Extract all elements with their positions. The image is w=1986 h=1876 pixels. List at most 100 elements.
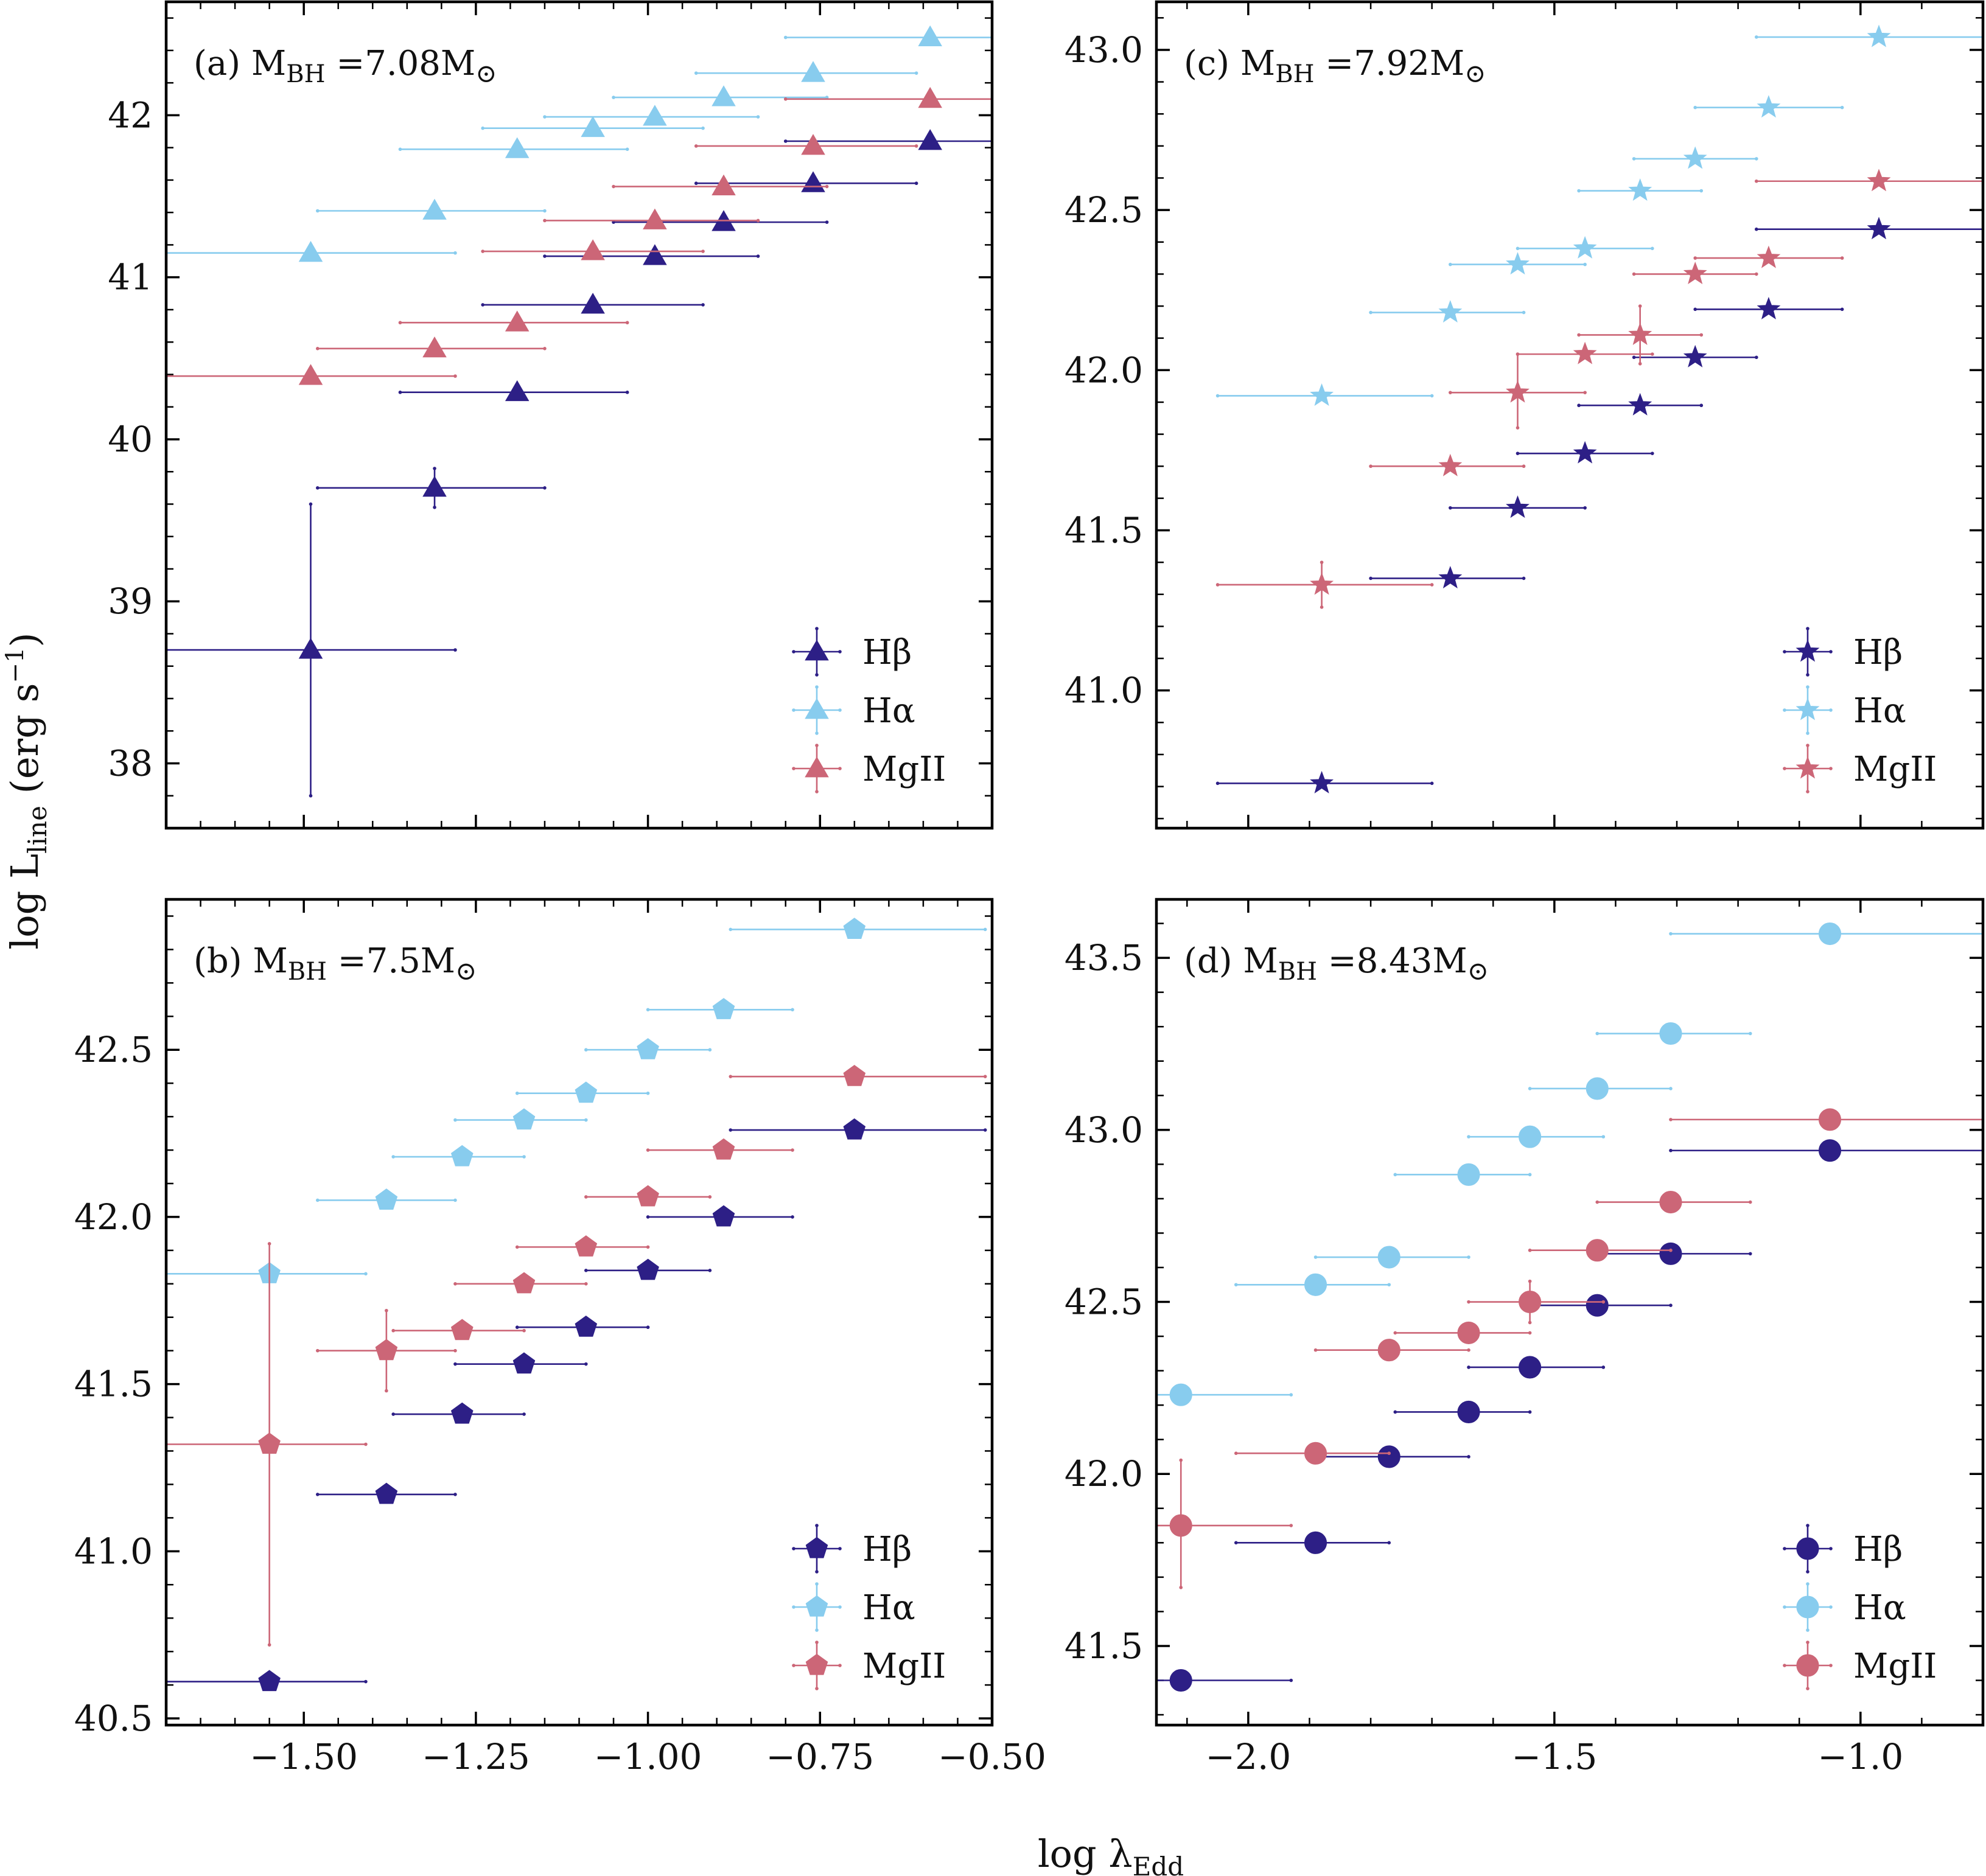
error-cap <box>1522 576 1526 581</box>
error-cap <box>1699 403 1704 408</box>
error-cap <box>1516 246 1520 251</box>
axes-frame <box>1155 898 1985 1727</box>
data-point <box>1377 1339 1400 1362</box>
legend-entry: Hα <box>1783 1582 1906 1632</box>
error-cap <box>1806 731 1809 735</box>
axes-frame <box>164 898 994 1727</box>
error-cap <box>1528 1320 1532 1325</box>
error-cap <box>815 673 819 677</box>
error-cap <box>1387 1541 1391 1545</box>
error-cap <box>914 71 918 75</box>
legend-marker <box>1796 1595 1819 1619</box>
error-cap <box>1755 35 1758 39</box>
error-cap <box>584 1118 588 1122</box>
error-cap <box>433 467 436 470</box>
plot-area <box>166 25 992 798</box>
data-point <box>1628 322 1652 345</box>
error-cap <box>584 1048 588 1052</box>
data-point <box>1438 565 1463 588</box>
error-cap <box>708 1269 712 1272</box>
legend-label: MgII <box>862 1647 946 1686</box>
series-MgII <box>166 86 992 385</box>
data-point <box>1304 1442 1327 1465</box>
data-point <box>712 85 736 106</box>
error-cap <box>364 1272 368 1276</box>
error-cap <box>1693 307 1698 312</box>
error-cap <box>1840 105 1844 110</box>
error-cap <box>1595 1031 1600 1036</box>
error-cap <box>1528 1279 1532 1283</box>
legend-marker <box>805 698 829 719</box>
error-cap <box>515 1325 519 1330</box>
legend-label: Hβ <box>1853 633 1903 672</box>
legend-label: Hα <box>862 691 915 731</box>
data-point <box>637 1037 659 1059</box>
error-cap <box>1369 464 1372 469</box>
error-cap <box>815 685 819 689</box>
error-cap <box>1806 1570 1809 1574</box>
error-cap <box>815 1628 819 1632</box>
error-cap <box>1583 506 1587 510</box>
error-cap <box>701 303 705 307</box>
data-point <box>1628 178 1652 201</box>
error-cap <box>391 1412 395 1416</box>
legend-marker <box>1796 1654 1819 1677</box>
panel-title: (c) MBH =7.92M⊙ <box>1184 44 1486 88</box>
data-point <box>575 1235 598 1257</box>
legend-label: MgII <box>1853 750 1937 789</box>
error-cap <box>792 767 795 770</box>
data-point <box>1659 1242 1682 1265</box>
error-cap <box>1577 333 1581 337</box>
error-cap <box>694 181 698 186</box>
x-tick-label: −1.50 <box>250 1736 358 1777</box>
data-point <box>1573 235 1597 259</box>
error-cap <box>838 767 842 770</box>
error-cap <box>543 209 547 213</box>
error-cap <box>1124 1679 1128 1682</box>
legend-entry: Hβ <box>792 627 912 677</box>
y-tick-label: 40.5 <box>74 1698 153 1739</box>
legend-entry: Hα <box>792 685 915 735</box>
data-point <box>375 1188 398 1210</box>
data-point <box>1757 245 1781 268</box>
error-cap <box>694 144 698 148</box>
x-axis-title: log λEdd <box>1038 1832 1184 1876</box>
data-point <box>712 998 735 1019</box>
error-cap <box>792 1664 795 1667</box>
data-point <box>512 1272 536 1294</box>
data-point <box>298 638 323 659</box>
legend: Hβ Hα MgII <box>1783 1524 1937 1690</box>
error-cap <box>1755 272 1758 276</box>
data-point <box>1457 1400 1480 1424</box>
panel-b: 40.5 41.0 41.5 42.0 42.5 −1.50 −1.25 −1.00 −0.75… <box>74 898 1046 1777</box>
series-Halpha <box>1215 24 1983 406</box>
legend-label: Hα <box>1853 691 1906 731</box>
data-point <box>1310 383 1334 406</box>
error-cap <box>315 1198 320 1202</box>
error-cap <box>1651 352 1654 356</box>
legend-entry: Hα <box>1783 685 1906 735</box>
data-point <box>1310 770 1334 793</box>
axis-ticks: 38 39 40 41 42 <box>108 2 993 829</box>
error-cap <box>783 35 788 40</box>
y-tick-label: 41.0 <box>74 1530 153 1572</box>
error-cap <box>838 708 842 712</box>
error-cap <box>838 1605 842 1609</box>
data-point <box>581 239 605 260</box>
error-cap <box>515 1091 519 1095</box>
y-tick-label: 41.0 <box>1065 670 1143 711</box>
data-point <box>1586 1077 1609 1100</box>
data-point <box>1867 169 1891 192</box>
data-point <box>422 476 447 497</box>
error-cap <box>391 1155 395 1159</box>
error-cap <box>1313 1348 1318 1352</box>
error-cap <box>1638 304 1642 308</box>
error-cap <box>783 139 788 143</box>
error-cap <box>522 1412 526 1416</box>
error-cap <box>309 793 313 798</box>
data-point <box>1683 344 1707 368</box>
error-cap <box>1601 1135 1606 1139</box>
data-point <box>1506 380 1530 403</box>
legend-entry: Hβ <box>1783 1524 1903 1574</box>
error-cap <box>1601 1300 1606 1304</box>
